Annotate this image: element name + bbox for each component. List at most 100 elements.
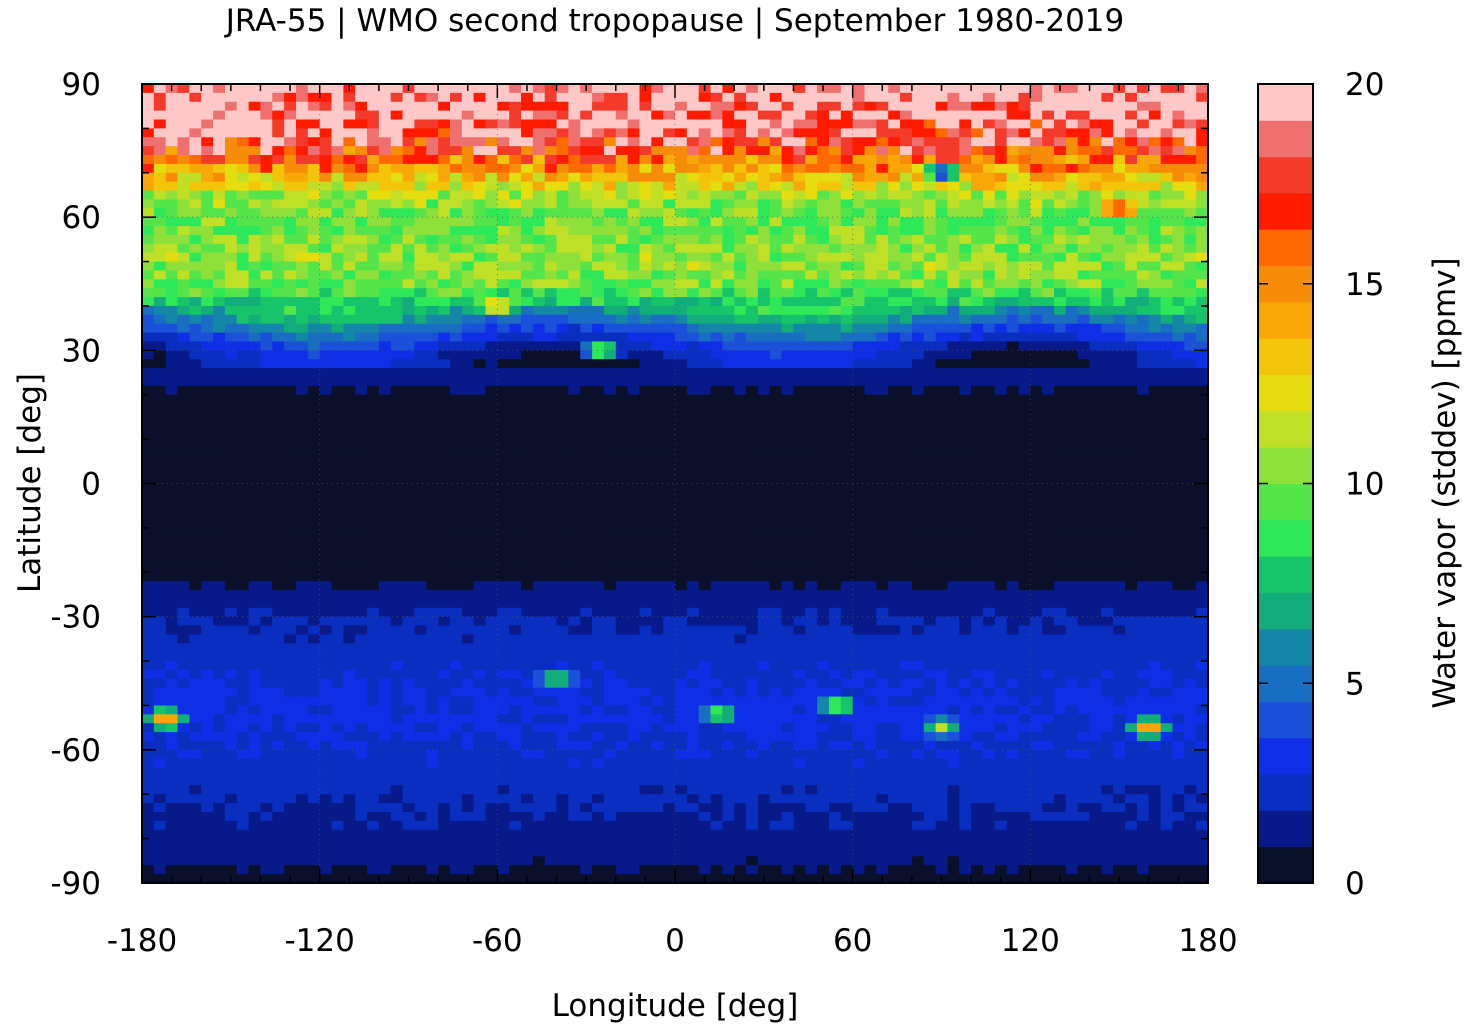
heatmap-cell: [1042, 394, 1055, 405]
heatmap-cell: [864, 261, 877, 272]
heatmap-cell: [1172, 447, 1185, 458]
heatmap-cell: [852, 101, 866, 112]
heatmap-cell: [568, 439, 581, 449]
heatmap-cell: [982, 474, 996, 485]
heatmap-cell: [1042, 190, 1055, 201]
heatmap-cell: [556, 217, 569, 227]
heatmap-cell: [580, 261, 593, 272]
heatmap-cell: [201, 456, 214, 467]
heatmap-cell: [295, 412, 309, 422]
heatmap-cell: [201, 101, 214, 112]
heatmap-cell: [1089, 350, 1102, 360]
heatmap-cell: [840, 101, 854, 112]
heatmap-cell: [935, 447, 949, 458]
heatmap-cell: [710, 261, 723, 272]
heatmap-cell: [710, 510, 723, 520]
heatmap-cell: [153, 350, 167, 360]
heatmap-cell: [686, 181, 700, 192]
heatmap-cell: [390, 243, 404, 254]
heatmap-cell: [864, 181, 877, 192]
heatmap-cell: [544, 421, 558, 431]
heatmap-cell: [781, 439, 795, 449]
heatmap-cell: [260, 394, 273, 405]
heatmap-cell: [331, 483, 344, 493]
heatmap-cell: [295, 270, 309, 280]
heatmap-cell: [378, 492, 392, 502]
heatmap-cell: [319, 190, 333, 201]
heatmap-cell: [840, 332, 854, 343]
heatmap-cell: [461, 288, 475, 298]
heatmap-cell: [331, 492, 344, 502]
heatmap-cell: [343, 545, 356, 556]
heatmap-cell: [343, 385, 356, 396]
heatmap-cell: [722, 447, 735, 458]
heatmap-cell: [615, 545, 629, 556]
heatmap-cell: [947, 394, 960, 405]
heatmap-cell: [639, 146, 652, 156]
heatmap-cell: [544, 252, 558, 263]
heatmap-cell: [153, 456, 167, 467]
heatmap-cell: [615, 368, 629, 378]
heatmap-cell: [165, 305, 179, 316]
heatmap-cell: [1006, 146, 1020, 156]
heatmap-cell: [449, 545, 463, 556]
heatmap-cell: [556, 563, 569, 573]
heatmap-cell: [390, 341, 404, 351]
heatmap-cell: [438, 101, 451, 112]
heatmap-cell: [828, 314, 842, 325]
heatmap-cell: [1089, 181, 1102, 192]
heatmap-cell: [840, 297, 854, 307]
heatmap-cell: [805, 456, 818, 467]
heatmap-cell: [805, 279, 818, 289]
heatmap-cell: [1030, 385, 1043, 396]
heatmap-cell: [497, 474, 510, 485]
heatmap-cell: [959, 84, 972, 94]
heatmap-cell: [923, 501, 937, 511]
heatmap-cell: [722, 519, 735, 529]
heatmap-cell: [272, 305, 285, 316]
heatmap-cell: [971, 279, 984, 289]
heatmap-cell: [1054, 403, 1067, 414]
heatmap-cell: [568, 314, 581, 325]
heatmap-cell: [710, 92, 723, 103]
heatmap-cell: [580, 208, 593, 218]
heatmap-cell: [438, 412, 451, 422]
heatmap-cell: [1160, 163, 1174, 174]
heatmap-cell: [236, 430, 250, 440]
heatmap-cell: [378, 412, 392, 422]
heatmap-cell: [414, 572, 427, 582]
heatmap-cell: [1042, 465, 1055, 476]
heatmap-cell: [1172, 314, 1185, 325]
heatmap-cell: [781, 217, 795, 227]
heatmap-cell: [686, 510, 700, 520]
heatmap-cell: [509, 501, 522, 511]
heatmap-cell: [710, 359, 723, 369]
heatmap-cell: [1065, 456, 1079, 467]
heatmap-cell: [248, 84, 262, 94]
heatmap-cell: [177, 465, 190, 476]
heatmap-cell: [1136, 519, 1150, 529]
heatmap-cell: [1196, 226, 1209, 236]
heatmap-cell: [390, 412, 404, 422]
heatmap-cell: [331, 305, 344, 316]
heatmap-cell: [1077, 137, 1091, 147]
heatmap-cell: [461, 128, 475, 138]
heatmap-cell: [331, 465, 344, 476]
heatmap-cell: [201, 554, 214, 564]
heatmap-cell: [1077, 403, 1091, 414]
heatmap-cell: [390, 554, 404, 564]
heatmap-cell: [402, 492, 416, 502]
heatmap-cell: [757, 332, 771, 343]
heatmap-cell: [1113, 359, 1126, 369]
heatmap-cell: [402, 128, 416, 138]
heatmap-cell: [378, 563, 392, 573]
heatmap-cell: [378, 110, 392, 121]
heatmap-cell: [1006, 226, 1020, 236]
heatmap-cell: [817, 412, 830, 422]
heatmap-cell: [734, 270, 747, 280]
heatmap-cell: [651, 527, 664, 538]
heatmap-cell: [1065, 199, 1079, 209]
heatmap-cell: [923, 465, 937, 476]
heatmap-cell: [923, 554, 937, 564]
heatmap-cell: [603, 332, 617, 343]
